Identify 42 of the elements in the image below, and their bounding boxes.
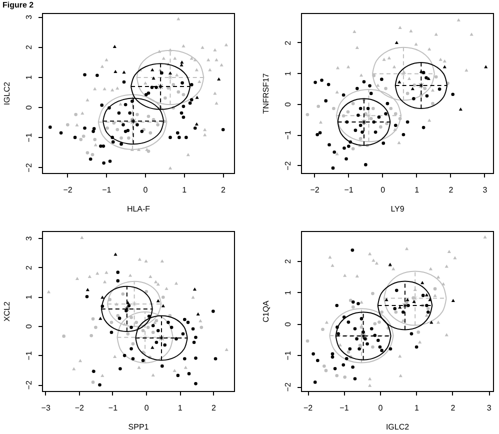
y-tick-label: 0 xyxy=(284,102,292,107)
x-axis-title: LY9 xyxy=(390,204,405,214)
y-tick-label: 0 xyxy=(284,321,292,326)
x-tick-label: −1 xyxy=(340,404,350,412)
x-axis-title: IGLC2 xyxy=(386,422,410,432)
x-tick-label: 2 xyxy=(450,404,456,412)
y-axis-title: C1QA xyxy=(262,300,270,322)
y-tick-label: −2 xyxy=(24,380,34,390)
y-tick-label: −2 xyxy=(284,382,292,392)
y-tick-label: 1 xyxy=(24,294,34,300)
x-tick-label: −1 xyxy=(344,186,354,194)
x-tick-label: 0 xyxy=(380,186,386,194)
y-tick-label: −1 xyxy=(284,350,292,360)
x-tick-label: 1 xyxy=(178,404,183,412)
x-tick-label: −3 xyxy=(41,404,51,412)
x-tick-label: 2 xyxy=(448,186,454,194)
y-tick-label: −2 xyxy=(284,160,292,170)
x-tick-label: −2 xyxy=(303,404,314,412)
y-tick-label: −1 xyxy=(284,130,292,140)
x-axis-title: SPP1 xyxy=(128,422,150,432)
x-tick-label: −1 xyxy=(108,404,118,412)
y-tick-label: 2 xyxy=(24,265,34,270)
x-tick-label: 3 xyxy=(482,186,488,194)
x-tick-label: 3 xyxy=(486,404,492,412)
x-tick-label: 2 xyxy=(211,404,216,412)
y-tick-label: 1 xyxy=(284,70,292,76)
x-tick-label: −2 xyxy=(310,186,320,194)
y-tick-label: 3 xyxy=(24,236,34,241)
x-tick-label: 2 xyxy=(221,186,226,194)
y-tick-label: 2 xyxy=(284,40,292,46)
y-tick-label: 0 xyxy=(24,324,34,329)
y-axis-title: TNFRSF17 xyxy=(262,72,270,114)
x-tick-label: 0 xyxy=(144,404,150,412)
y-tick-label: −1 xyxy=(24,350,34,360)
x-tick-label: 1 xyxy=(182,186,188,194)
x-tick-label: 0 xyxy=(378,404,384,412)
y-axis-title: XCL2 xyxy=(2,300,12,322)
y-tick-label: 2 xyxy=(284,258,292,264)
x-tick-label: −2 xyxy=(74,404,85,412)
x-tick-label: 1 xyxy=(414,186,420,194)
x-tick-label: 1 xyxy=(414,404,420,412)
y-tick-label: 1 xyxy=(284,290,292,296)
